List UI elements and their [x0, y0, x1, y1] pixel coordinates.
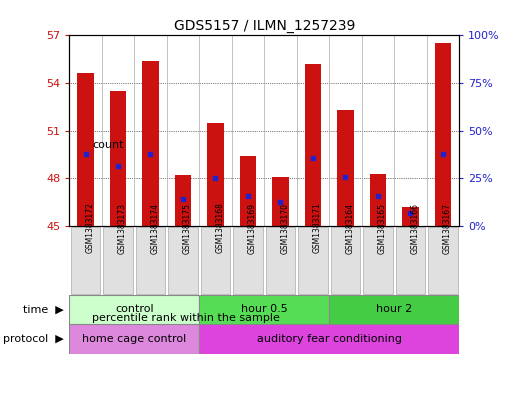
Bar — [175, 175, 191, 226]
Bar — [77, 73, 93, 226]
Text: GSM1383174: GSM1383174 — [150, 202, 160, 253]
Text: GSM1383168: GSM1383168 — [215, 203, 225, 253]
Text: GSM1383167: GSM1383167 — [443, 202, 452, 253]
Text: home cage control: home cage control — [82, 334, 186, 344]
Bar — [272, 177, 288, 226]
FancyBboxPatch shape — [136, 227, 165, 294]
FancyBboxPatch shape — [199, 295, 329, 324]
Text: GSM1383173: GSM1383173 — [118, 202, 127, 253]
Text: hour 0.5: hour 0.5 — [241, 305, 288, 314]
FancyBboxPatch shape — [298, 227, 327, 294]
Bar — [110, 91, 126, 226]
FancyBboxPatch shape — [363, 227, 392, 294]
Text: protocol  ▶: protocol ▶ — [4, 334, 64, 344]
Bar — [74, 295, 85, 342]
Text: GSM1383166: GSM1383166 — [410, 202, 420, 253]
FancyBboxPatch shape — [329, 295, 459, 324]
Text: control: control — [115, 305, 153, 314]
Text: time  ▶: time ▶ — [24, 305, 64, 314]
Text: GSM1383170: GSM1383170 — [281, 202, 289, 253]
Text: GSM1383175: GSM1383175 — [183, 202, 192, 253]
FancyBboxPatch shape — [396, 227, 425, 294]
Bar — [370, 174, 386, 226]
Bar — [207, 123, 224, 226]
Bar — [402, 207, 419, 226]
Text: GSM1383165: GSM1383165 — [378, 202, 387, 253]
Text: auditory fear conditioning: auditory fear conditioning — [256, 334, 402, 344]
FancyBboxPatch shape — [103, 227, 132, 294]
FancyBboxPatch shape — [266, 227, 295, 294]
FancyBboxPatch shape — [69, 324, 199, 354]
Text: GSM1383169: GSM1383169 — [248, 202, 257, 253]
FancyBboxPatch shape — [71, 227, 100, 294]
FancyBboxPatch shape — [199, 324, 459, 354]
Bar — [305, 64, 321, 226]
Text: GSM1383172: GSM1383172 — [86, 203, 94, 253]
FancyBboxPatch shape — [428, 227, 458, 294]
FancyBboxPatch shape — [201, 227, 230, 294]
Bar — [74, 110, 87, 181]
FancyBboxPatch shape — [233, 227, 263, 294]
Text: percentile rank within the sample: percentile rank within the sample — [92, 313, 280, 323]
Bar — [435, 43, 451, 226]
Bar — [337, 110, 353, 226]
Text: GSM1383164: GSM1383164 — [345, 202, 354, 253]
Bar — [240, 156, 256, 226]
Text: hour 2: hour 2 — [376, 305, 412, 314]
Bar — [142, 61, 159, 226]
FancyBboxPatch shape — [168, 227, 198, 294]
Text: GSM1383171: GSM1383171 — [313, 203, 322, 253]
FancyBboxPatch shape — [69, 295, 199, 324]
Text: count: count — [92, 140, 124, 151]
Title: GDS5157 / ILMN_1257239: GDS5157 / ILMN_1257239 — [173, 19, 355, 33]
FancyBboxPatch shape — [331, 227, 360, 294]
